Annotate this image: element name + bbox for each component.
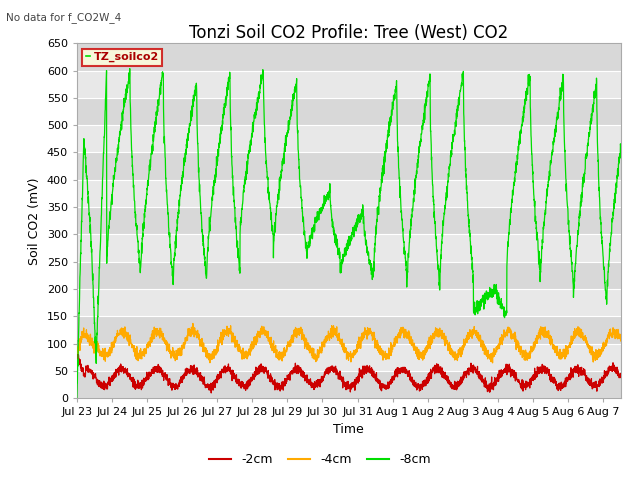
Bar: [77, 153, 621, 180]
Text: No data for f_CO2W_4: No data for f_CO2W_4: [6, 12, 122, 23]
Legend: TZ_soilco2: TZ_soilco2: [83, 49, 162, 66]
Bar: [77, 43, 621, 71]
X-axis label: Time: Time: [333, 423, 364, 436]
Bar: [77, 207, 621, 234]
Bar: [77, 316, 621, 344]
Title: Tonzi Soil CO2 Profile: Tree (West) CO2: Tonzi Soil CO2 Profile: Tree (West) CO2: [189, 24, 508, 42]
Legend: -2cm, -4cm, -8cm: -2cm, -4cm, -8cm: [204, 448, 436, 471]
Bar: [77, 262, 621, 289]
Bar: [77, 371, 621, 398]
Bar: [77, 98, 621, 125]
Y-axis label: Soil CO2 (mV): Soil CO2 (mV): [28, 177, 41, 264]
